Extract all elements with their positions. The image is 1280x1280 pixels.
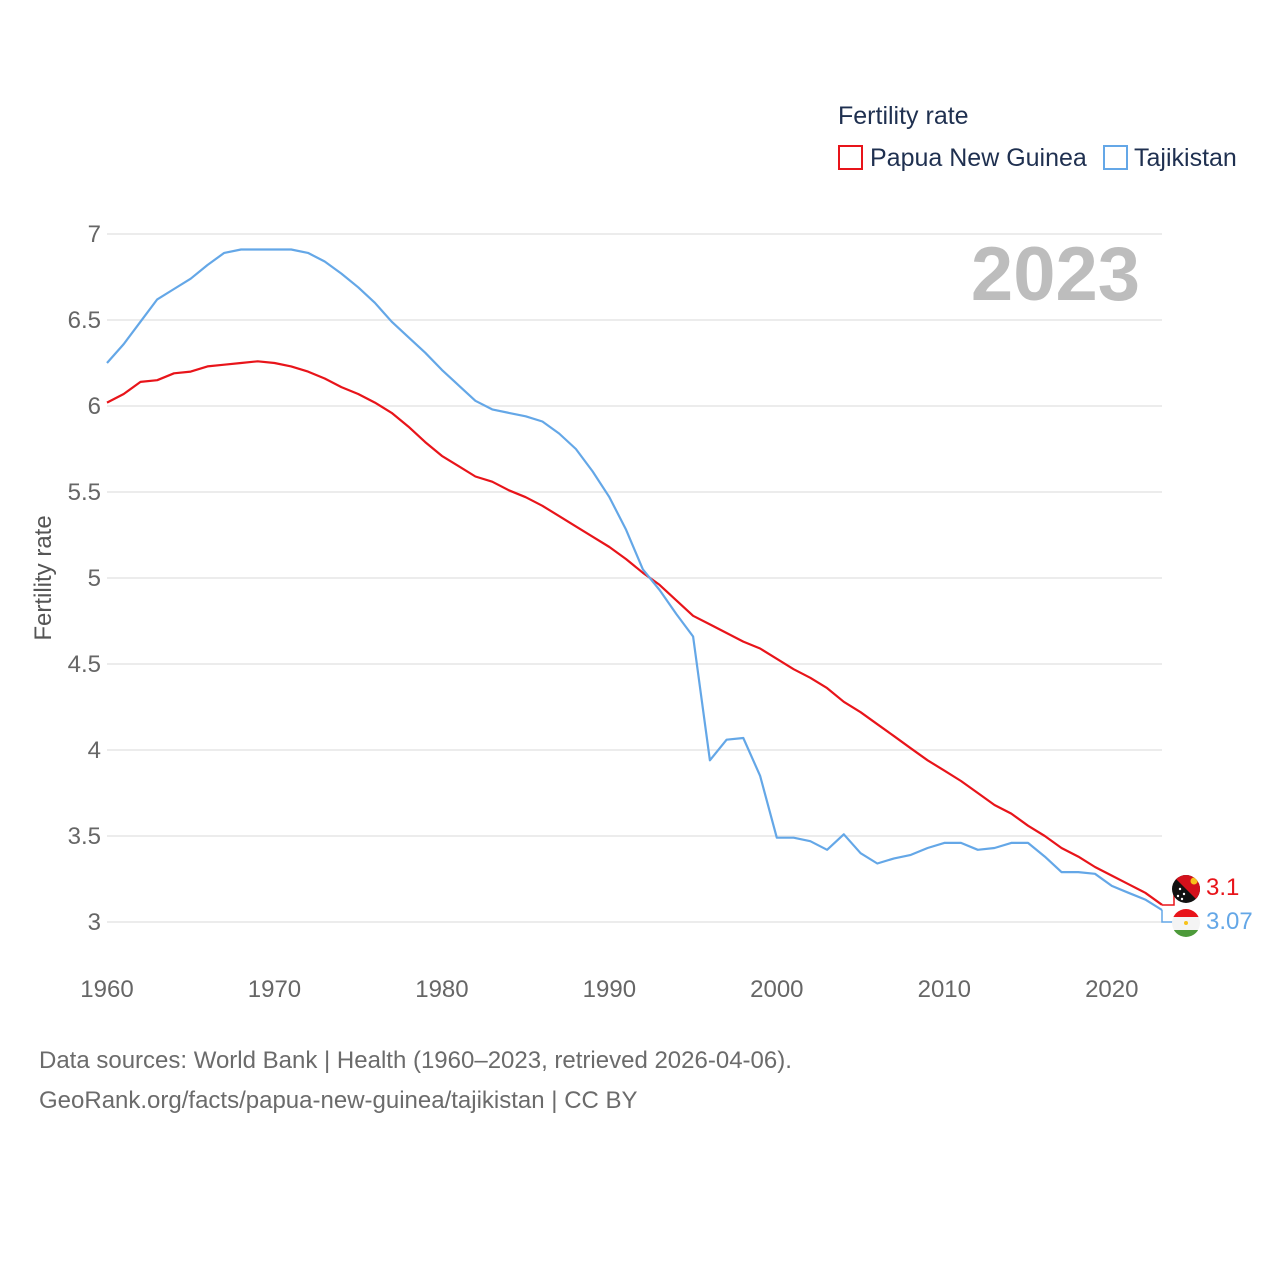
y-axis-ticks: 3 3.5 4 4.5 5 5.5 6 6.5 7 — [68, 221, 101, 936]
y-tick-label: 6 — [88, 393, 101, 420]
x-tick-label: 2010 — [918, 976, 971, 1003]
x-tick-label: 1970 — [248, 976, 301, 1003]
y-tick-label: 5 — [88, 565, 101, 592]
end-markers: 3.1 3.07 — [1161, 874, 1253, 937]
year-label: 2023 — [971, 232, 1140, 317]
series-line-tajikistan[interactable] — [106, 248, 1163, 911]
papua-new-guinea-flag-icon — [1172, 875, 1200, 903]
tajikistan-end-value: 3.07 — [1206, 908, 1253, 935]
legend-swatch-tajikistan — [1103, 145, 1128, 170]
legend-label-tajikistan: Tajikistan — [1134, 144, 1237, 172]
x-tick-label: 2020 — [1085, 976, 1138, 1003]
grid — [107, 233, 1162, 923]
legend-swatch-papua-new-guinea — [838, 145, 863, 170]
papua-new-guinea-end-value: 3.1 — [1206, 874, 1239, 901]
series-line-papua-new-guinea[interactable] — [106, 360, 1163, 906]
data-source-line: Data sources: World Bank | Health (1960–… — [39, 1047, 792, 1074]
y-tick-label: 3.5 — [68, 823, 101, 850]
y-tick-label: 3 — [88, 909, 101, 936]
y-tick-label: 4.5 — [68, 651, 101, 678]
legend-item-tajikistan[interactable]: Tajikistan — [1103, 144, 1237, 172]
x-tick-label: 1990 — [583, 976, 636, 1003]
attribution-line[interactable]: GeoRank.org/facts/papua-new-guinea/tajik… — [39, 1087, 638, 1114]
series-lines — [106, 248, 1163, 911]
x-tick-label: 2000 — [750, 976, 803, 1003]
legend-title: Fertility rate — [838, 102, 969, 130]
y-tick-label: 7 — [88, 221, 101, 248]
y-tick-label: 5.5 — [68, 479, 101, 506]
tajikistan-flag-icon — [1172, 909, 1200, 937]
y-axis-title: Fertility rate — [30, 515, 57, 640]
x-tick-label: 1960 — [80, 976, 133, 1003]
legend: Fertility rate Papua New Guinea Tajikist… — [838, 102, 1237, 172]
y-tick-label: 4 — [88, 737, 101, 764]
legend-label-papua-new-guinea: Papua New Guinea — [870, 144, 1087, 172]
legend-item-papua-new-guinea[interactable]: Papua New Guinea — [838, 144, 1087, 172]
x-axis-ticks: 1960 1970 1980 1990 2000 2010 2020 — [80, 976, 1138, 1003]
y-tick-label: 6.5 — [68, 307, 101, 334]
x-tick-label: 1980 — [415, 976, 468, 1003]
